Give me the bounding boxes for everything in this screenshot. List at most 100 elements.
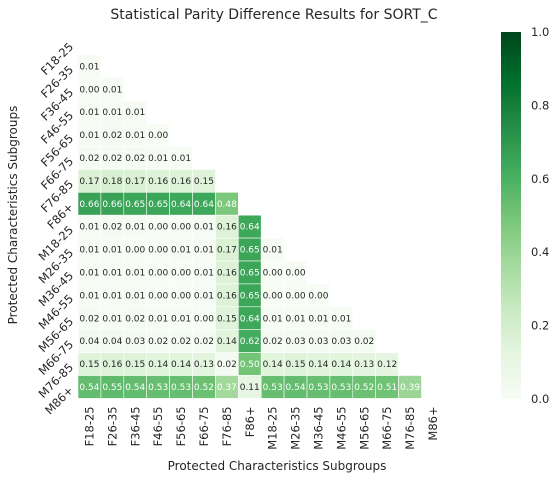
cell-value-label: 0.00: [148, 246, 168, 256]
colorbar-tick-label: 1.0: [531, 25, 549, 39]
cell-value-label: 0.52: [194, 383, 214, 393]
x-tick-label: F18-25: [82, 406, 96, 446]
cell-value-label: 0.00: [171, 268, 191, 278]
cell-value-label: 0.01: [125, 223, 145, 233]
cell-value-label: 0.02: [102, 131, 122, 141]
cell-value-label: 0.02: [194, 337, 214, 347]
x-tick-label: F66-75: [197, 406, 211, 446]
colorbar-tick-labels: 0.0 0.2 0.4 0.6 0.8 1.0: [531, 25, 549, 406]
cell-value-label: 0.15: [79, 360, 99, 370]
cell-value-label: 0.62: [240, 337, 260, 347]
cell-value-label: 0.01: [79, 131, 99, 141]
cell-value-label: 0.02: [354, 337, 374, 347]
cell-value-label: 0.02: [125, 154, 145, 164]
cell-value-label: 0.64: [240, 223, 260, 233]
x-tick-label: F86+: [243, 406, 257, 437]
cell-value-label: 0.54: [286, 383, 306, 393]
cell-value-label: 0.01: [79, 268, 99, 278]
cell-value-label: 0.00: [79, 85, 99, 95]
cell-value-label: 0.01: [171, 246, 191, 256]
cell-value-label: 0.01: [102, 108, 122, 118]
cell-value-label: 0.02: [79, 314, 99, 324]
chart-title: Statistical Parity Difference Results fo…: [110, 7, 437, 23]
cell-value-label: 0.02: [171, 337, 191, 347]
x-tick-label: M46-55: [334, 406, 348, 449]
cell-value-label: 0.01: [79, 62, 99, 72]
cell-value-label: 0.65: [148, 200, 168, 210]
cell-value-label: 0.16: [171, 177, 191, 187]
cell-value-label: 0.01: [148, 314, 168, 324]
cell-value-label: 0.37: [217, 383, 237, 393]
cell-value-label: 0.01: [148, 154, 168, 164]
colorbar-tick-label: 0.6: [531, 172, 549, 186]
cell-value-label: 0.00: [148, 291, 168, 301]
x-tick-label: F46-55: [151, 406, 165, 446]
x-tick-labels: F18-25 F26-35 F36-45 F46-55 F56-65 F66-75 F76-…: [82, 406, 440, 449]
cell-value-label: 0.02: [125, 314, 145, 324]
cell-value-label: 0.17: [217, 246, 237, 256]
cell-value-label: 0.14: [263, 360, 283, 370]
cell-value-label: 0.65: [240, 291, 260, 301]
cell-value-label: 0.53: [308, 383, 328, 393]
cell-value-label: 0.16: [217, 223, 237, 233]
cell-value-label: 0.15: [217, 314, 237, 324]
cell-value-label: 0.01: [102, 268, 122, 278]
cell-value-label: 0.15: [286, 360, 306, 370]
cell-value-label: 0.03: [331, 337, 351, 347]
cell-value-label: 0.53: [148, 383, 168, 393]
cell-value-label: 0.02: [79, 154, 99, 164]
cell-value-label: 0.02: [148, 337, 168, 347]
cell-value-label: 0.01: [125, 108, 145, 118]
cell-value-label: 0.14: [331, 360, 351, 370]
cell-value-label: 0.12: [377, 360, 397, 370]
colorbar-tick-label: 0.0: [531, 392, 549, 406]
cell-value-label: 0.00: [308, 291, 328, 301]
cell-value-label: 0.01: [79, 223, 99, 233]
cell-value-label: 0.00: [125, 246, 145, 256]
cell-value-label: 0.01: [102, 314, 122, 324]
cell-value-label: 0.01: [194, 246, 214, 256]
colorbar-tick-label: 0.8: [531, 98, 549, 112]
x-tick-label: F56-65: [174, 406, 188, 446]
cell-value-label: 0.16: [217, 268, 237, 278]
cell-value-label: 0.50: [240, 360, 260, 370]
cell-value-label: 0.01: [286, 314, 306, 324]
y-axis-label: Protected Characteristics Subgroups: [6, 106, 20, 325]
x-tick-label: F26-35: [105, 406, 119, 446]
cell-value-label: 0.11: [240, 383, 260, 393]
cell-value-label: 0.01: [125, 268, 145, 278]
cell-value-label: 0.04: [102, 337, 122, 347]
cell-value-label: 0.02: [263, 337, 283, 347]
x-tick-label: M66-75: [380, 406, 394, 449]
x-tick-label: M36-45: [311, 406, 325, 449]
colorbar: [501, 32, 521, 399]
cell-value-label: 0.14: [148, 360, 168, 370]
cell-value-label: 0.55: [102, 383, 122, 393]
cell-value-label: 0.66: [79, 200, 99, 210]
cell-value-label: 0.01: [125, 131, 145, 141]
x-tick-label: M56-65: [357, 406, 371, 449]
cell-value-label: 0.01: [79, 246, 99, 256]
cell-value-label: 0.02: [217, 360, 237, 370]
cell-value-label: 0.64: [171, 200, 191, 210]
colorbar-tick-label: 0.2: [531, 319, 549, 333]
cell-value-label: 0.03: [286, 337, 306, 347]
cell-value-label: 0.54: [125, 383, 145, 393]
cell-value-label: 0.01: [194, 268, 214, 278]
cell-value-label: 0.01: [331, 314, 351, 324]
cell-value-label: 0.01: [171, 314, 191, 324]
cell-value-label: 0.00: [263, 291, 283, 301]
cell-value-label: 0.04: [79, 337, 99, 347]
cell-value-label: 0.03: [125, 337, 145, 347]
cell-value-label: 0.17: [79, 177, 99, 187]
cell-value-label: 0.18: [102, 177, 122, 187]
cell-value-label: 0.01: [194, 291, 214, 301]
cell-value-label: 0.17: [125, 177, 145, 187]
cell-value-label: 0.39: [400, 383, 420, 393]
cell-value-label: 0.15: [194, 177, 214, 187]
cell-value-label: 0.13: [354, 360, 374, 370]
cell-value-label: 0.01: [171, 154, 191, 164]
cell-value-label: 0.00: [263, 268, 283, 278]
x-axis-label: Protected Characteristics Subgroups: [168, 459, 387, 473]
cell-value-label: 0.65: [240, 246, 260, 256]
